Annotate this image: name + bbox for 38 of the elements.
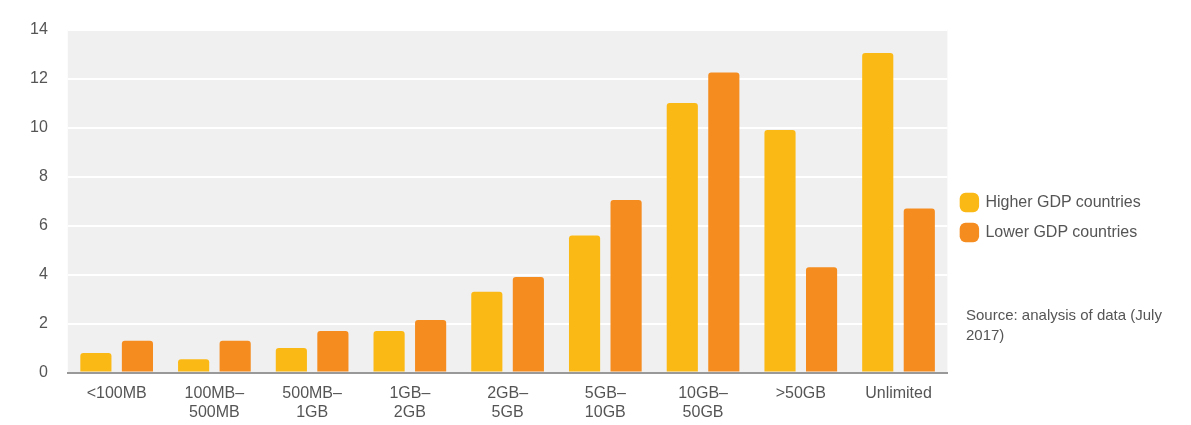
bar xyxy=(317,330,349,372)
bar xyxy=(178,359,210,372)
y-tick-label: 12 xyxy=(30,69,48,87)
bar xyxy=(610,199,642,372)
y-tick-label: 8 xyxy=(38,167,48,185)
x-tick-label: <100MB xyxy=(86,383,147,401)
x-tick-label: 100MB–500MB xyxy=(184,383,245,420)
legend-label: Higher GDP countries xyxy=(985,192,1141,210)
x-tick-label: 5GB–10GB xyxy=(584,383,626,420)
bar xyxy=(666,103,698,372)
bar xyxy=(80,353,112,372)
y-tick-label: 0 xyxy=(38,363,48,381)
bar xyxy=(415,319,447,372)
x-tick-label: 500MB–1GB xyxy=(282,383,343,420)
y-tick-label: 6 xyxy=(38,216,48,234)
y-tick-label: 4 xyxy=(38,265,48,283)
source-note: Source: analysis of data (July 2017) xyxy=(966,305,1163,345)
bar xyxy=(275,348,307,372)
y-tick-label: 2 xyxy=(38,314,48,332)
bar xyxy=(512,277,544,372)
x-tick-label: >50GB xyxy=(775,383,826,401)
bar xyxy=(219,340,251,372)
x-tick-label: 10GB–50GB xyxy=(678,383,729,420)
bar xyxy=(805,267,838,372)
bar xyxy=(764,130,796,372)
y-tick-label: 10 xyxy=(30,118,48,136)
bar xyxy=(903,208,935,372)
bar xyxy=(862,52,894,372)
x-tick-label: 1GB–2GB xyxy=(389,383,431,420)
bar xyxy=(121,340,154,372)
bar xyxy=(708,72,740,372)
x-tick-label: Unlimited xyxy=(865,383,932,401)
bar xyxy=(568,235,601,372)
bar xyxy=(471,291,503,372)
legend-label: Lower GDP countries xyxy=(985,222,1138,240)
y-tick-label: 14 xyxy=(30,20,48,38)
bar xyxy=(373,330,405,372)
x-tick-label: 2GB–5GB xyxy=(487,383,529,420)
